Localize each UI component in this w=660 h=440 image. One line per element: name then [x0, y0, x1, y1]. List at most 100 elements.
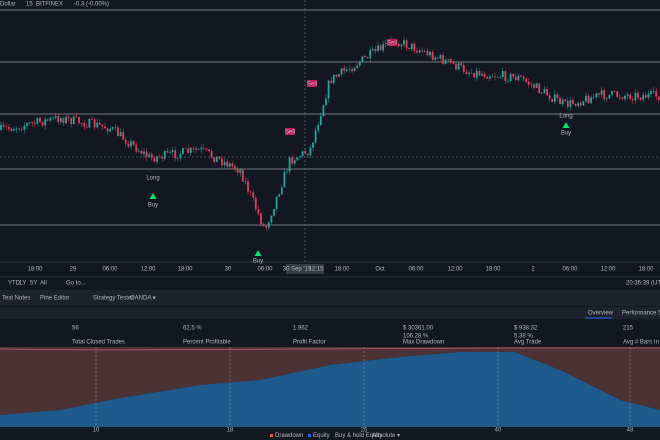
candle-body: [371, 49, 374, 51]
candle-body: [280, 187, 283, 195]
strategy-tab[interactable]: Performance Summ: [622, 311, 660, 317]
candle-body: [36, 118, 39, 124]
candle-body: [600, 90, 603, 95]
legend-entry: Drawdown: [275, 433, 303, 439]
candle-body: [20, 129, 23, 130]
range-button[interactable]: 1Y: [19, 281, 26, 287]
candle-body: [23, 125, 26, 130]
candle-body: [566, 100, 569, 107]
signal-action: Buy: [148, 203, 158, 209]
candle-body: [137, 150, 140, 152]
candle-body: [530, 84, 533, 86]
candle-body: [592, 97, 595, 98]
candle-body: [533, 84, 535, 88]
candle-body: [132, 141, 135, 145]
candle-body: [416, 50, 418, 53]
candle-body: [478, 70, 481, 76]
candle-body: [189, 147, 192, 153]
legend-swatch: [270, 434, 273, 437]
candle-body: [83, 123, 86, 127]
candle-body: [488, 76, 491, 79]
equity-x-label: 40: [495, 428, 502, 434]
candle-body: [452, 62, 455, 64]
buy-arrow: [254, 250, 262, 256]
candle-body: [525, 78, 528, 82]
range-button[interactable]: All: [40, 281, 47, 287]
candle-body: [561, 99, 564, 105]
candle-body: [499, 76, 502, 78]
candle-body: [574, 103, 577, 106]
candle-body: [140, 150, 143, 154]
panel-tab[interactable]: Pine Editor: [40, 296, 69, 302]
candle-body: [582, 101, 585, 106]
goto-button[interactable]: Go to...: [66, 281, 86, 287]
signal-label: Long: [146, 176, 159, 182]
panel-tab[interactable]: Text Notes: [2, 296, 30, 302]
candle-body: [618, 96, 621, 98]
signal-label: Sell: [285, 130, 295, 136]
candle-body: [559, 98, 561, 105]
candle-body: [70, 118, 73, 125]
candle-body: [455, 63, 457, 70]
candle-body: [15, 128, 18, 130]
candle-body: [309, 147, 312, 156]
candle-body: [111, 127, 114, 129]
sell-flag: [307, 80, 317, 87]
candle-body: [587, 95, 590, 104]
legend-entry[interactable]: Absolute ▾: [372, 433, 400, 439]
panel-tab[interactable]: Strategy Tester: [93, 296, 133, 302]
range-button[interactable]: 5Y: [30, 281, 37, 287]
candle-body: [104, 126, 106, 129]
candle-body: [514, 76, 517, 81]
time-label: 06:00: [102, 267, 118, 273]
candle-body: [124, 139, 127, 144]
candle-body: [226, 161, 229, 167]
candle-body: [608, 94, 611, 99]
candle-body: [88, 118, 91, 128]
candle-body: [231, 163, 234, 167]
candle-body: [109, 128, 112, 132]
candle-body: [187, 148, 190, 153]
candle-body: [176, 158, 179, 159]
candle-body: [49, 117, 52, 121]
stat-value: $ 938.32: [514, 326, 538, 332]
candle-body: [595, 93, 598, 98]
candle-body: [158, 156, 161, 157]
signal-action: Buy: [253, 259, 263, 265]
candle-body: [384, 43, 387, 44]
candle-body: [631, 99, 634, 101]
candle-body: [647, 93, 650, 98]
range-button[interactable]: YTD: [8, 281, 21, 287]
candle-body: [439, 55, 442, 59]
candle-body: [546, 89, 548, 96]
candle-body: [114, 127, 117, 128]
candle-body: [655, 91, 658, 97]
equity-x-label: 18: [227, 428, 234, 434]
candle-body: [156, 156, 158, 162]
candle-body: [436, 57, 439, 59]
candle-body: [379, 45, 382, 51]
candle-body: [421, 50, 424, 52]
candle-body: [335, 74, 338, 77]
equity-x-label: 25: [361, 428, 368, 434]
candle-body: [577, 103, 580, 106]
candle-body: [348, 69, 351, 70]
stat-sub: 106.28 %: [403, 334, 429, 340]
candle-body: [44, 119, 47, 126]
candle-body: [353, 67, 356, 72]
candle-body: [234, 166, 236, 170]
candle-body: [0, 124, 2, 130]
candle-body: [332, 74, 335, 83]
candle-body: [28, 122, 31, 124]
candle-body: [400, 44, 403, 47]
candle-body: [98, 122, 101, 125]
strategy-tab[interactable]: Overview: [588, 311, 614, 317]
buy-arrow: [562, 122, 570, 128]
strategy-bar: [0, 307, 660, 319]
panel-tab[interactable]: OANDA ▾: [130, 296, 156, 302]
candle-body: [218, 156, 221, 159]
stat-value: 56: [72, 326, 79, 332]
candle-body: [153, 157, 156, 162]
legend-swatch: [308, 434, 311, 437]
candle-body: [603, 90, 606, 99]
